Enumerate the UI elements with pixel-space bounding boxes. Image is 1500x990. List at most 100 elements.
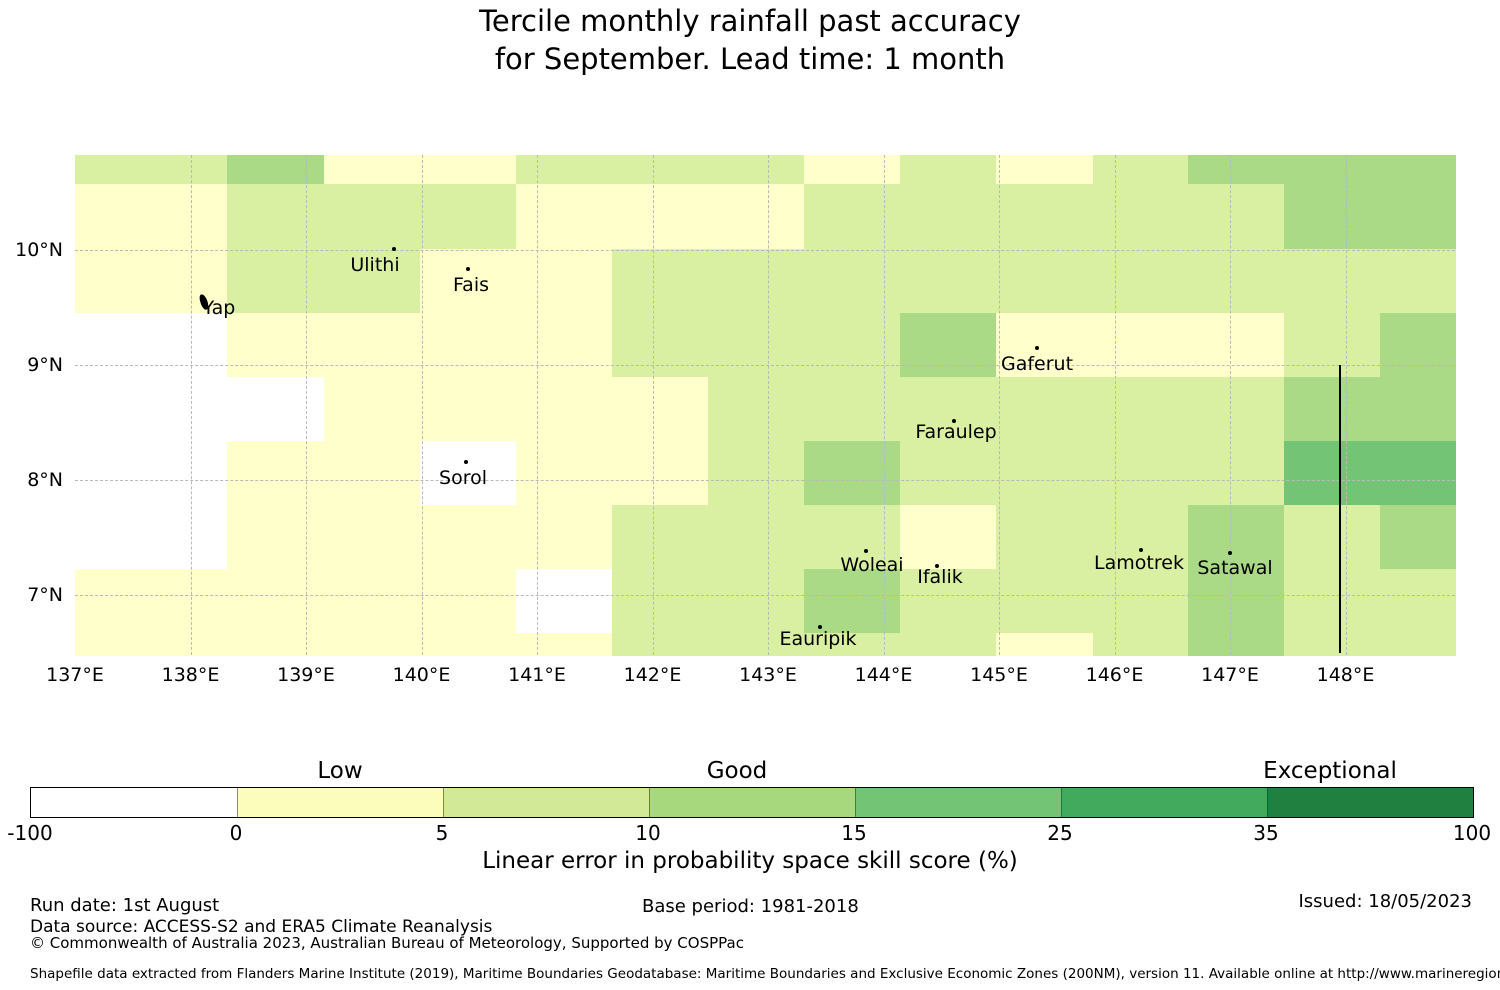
heatmap-cell — [420, 155, 517, 186]
x-tick-label: 148°E — [1316, 664, 1375, 686]
heatmap-cell — [227, 155, 326, 186]
parallel-gridline — [75, 595, 1455, 596]
meridian-gridline — [306, 155, 307, 655]
faraulep-island-label: Faraulep — [915, 421, 997, 443]
heatmap-cell — [1188, 184, 1285, 250]
heatmap-cell — [1188, 505, 1285, 570]
heatmap-cell — [75, 632, 133, 656]
gaferut-island-marker-icon — [1035, 346, 1039, 350]
heatmap-cell — [324, 184, 421, 250]
heatmap-cell — [803, 155, 901, 186]
fais-island-label: Fais — [452, 274, 490, 296]
x-tick-label: 138°E — [161, 664, 220, 686]
heatmap-cell — [1380, 632, 1456, 656]
sorol-island-label: Sorol — [439, 467, 487, 489]
colorbar-segment — [1267, 788, 1473, 817]
x-tick-label: 144°E — [854, 664, 913, 686]
meridian-gridline — [537, 155, 538, 655]
heatmap-cell — [612, 568, 709, 634]
meridian-gridline — [1345, 155, 1347, 655]
woleai-island-marker-icon — [864, 549, 868, 553]
footer-base-period: Base period: 1981-2018 — [642, 896, 859, 917]
heatmap-cell — [612, 184, 709, 250]
meridian-gridline — [190, 155, 192, 655]
heatmap-cell — [131, 632, 229, 656]
heatmap-cell — [1092, 632, 1189, 656]
figure-title-line1: Tercile monthly rainfall past accuracy — [479, 4, 1021, 38]
heatmap-cell — [1092, 248, 1189, 314]
heatmap-cell — [995, 632, 1094, 656]
meridian-gridline — [1230, 155, 1231, 655]
heatmap-cell — [803, 248, 901, 314]
colorbar-segment — [443, 788, 649, 817]
lamotrek-island-label: Lamotrek — [1094, 552, 1184, 574]
figure-title-line2: for September. Lead time: 1 month — [494, 42, 1006, 76]
heatmap-cell — [324, 505, 421, 570]
heatmap-cell — [516, 248, 613, 314]
heatmap-cell — [899, 313, 997, 378]
heatmap-cell — [227, 632, 326, 656]
meridian-gridline — [421, 155, 423, 655]
heatmap-cell — [516, 505, 613, 570]
y-tick-label: 7°N — [27, 584, 63, 606]
heatmap-cell — [995, 313, 1094, 378]
heatmap-cell — [75, 248, 133, 314]
heatmap-cell — [75, 313, 133, 378]
heatmap-cell — [227, 376, 326, 442]
heatmap-cell — [707, 440, 805, 506]
heatmap-cell — [420, 632, 517, 656]
heatmap-cell — [1092, 376, 1189, 442]
meridian-gridline — [768, 155, 769, 655]
heatmap-cell — [516, 184, 613, 250]
heatmap-cell — [75, 184, 133, 250]
heatmap-cell — [995, 376, 1094, 442]
heatmap-cell — [516, 313, 613, 378]
footer-issued: Issued: 18/05/2023 — [1298, 891, 1472, 912]
heatmap-cell — [1188, 632, 1285, 656]
heatmap-cell — [131, 248, 229, 314]
heatmap-cell — [420, 184, 517, 250]
y-tick-label: 8°N — [27, 469, 63, 491]
x-tick-label: 143°E — [739, 664, 797, 686]
heatmap-cell — [612, 313, 709, 378]
heatmap-cell — [1380, 155, 1456, 186]
parallel-gridline — [75, 250, 1455, 251]
x-tick-label: 137°E — [46, 664, 104, 686]
heatmap-cell — [707, 376, 805, 442]
heatmap-cell — [1092, 568, 1189, 634]
heatmap-cell — [899, 155, 997, 186]
heatmap-cell — [324, 248, 421, 314]
heatmap-cell — [227, 313, 326, 378]
colorbar-tick-label: 5 — [435, 821, 449, 845]
heatmap-cell — [420, 568, 517, 634]
colorbar-category-label: Good — [706, 758, 768, 784]
y-tick-label: 9°N — [27, 354, 63, 376]
colorbar-title: Linear error in probability space skill … — [482, 848, 1018, 874]
heatmap-cell — [707, 313, 805, 378]
heatmap-cell — [1284, 248, 1381, 314]
heatmap-cell — [1092, 184, 1189, 250]
parallel-gridline — [75, 365, 1455, 366]
colorbar-segment — [237, 788, 443, 817]
sorol-island-marker-icon — [464, 460, 468, 464]
heatmap-cell — [707, 505, 805, 570]
colorbar-tick-label: 35 — [1253, 821, 1279, 845]
heatmap-cell — [1284, 376, 1381, 442]
x-tick-label: 147°E — [1201, 664, 1259, 686]
heatmap-cell — [75, 376, 133, 442]
meridian-gridline — [883, 155, 885, 655]
heatmap-cell — [516, 568, 613, 634]
yap-island-label: Yap — [202, 297, 236, 319]
footer-data-source: Data source: ACCESS-S2 and ERA5 Climate … — [30, 917, 493, 937]
gaferut-island-label: Gaferut — [1000, 353, 1074, 375]
heatmap-cell — [899, 568, 997, 634]
heatmap-cell — [131, 376, 229, 442]
heatmap-cell — [324, 376, 421, 442]
colorbar-tick-label: 100 — [1452, 821, 1492, 845]
heatmap-cell — [612, 248, 709, 314]
heatmap-cell — [1284, 184, 1381, 250]
lamotrek-island-marker-icon — [1139, 548, 1143, 552]
heatmap-cell — [995, 184, 1094, 250]
x-tick-label: 146°E — [1085, 664, 1144, 686]
meridian-gridline — [999, 155, 1000, 655]
